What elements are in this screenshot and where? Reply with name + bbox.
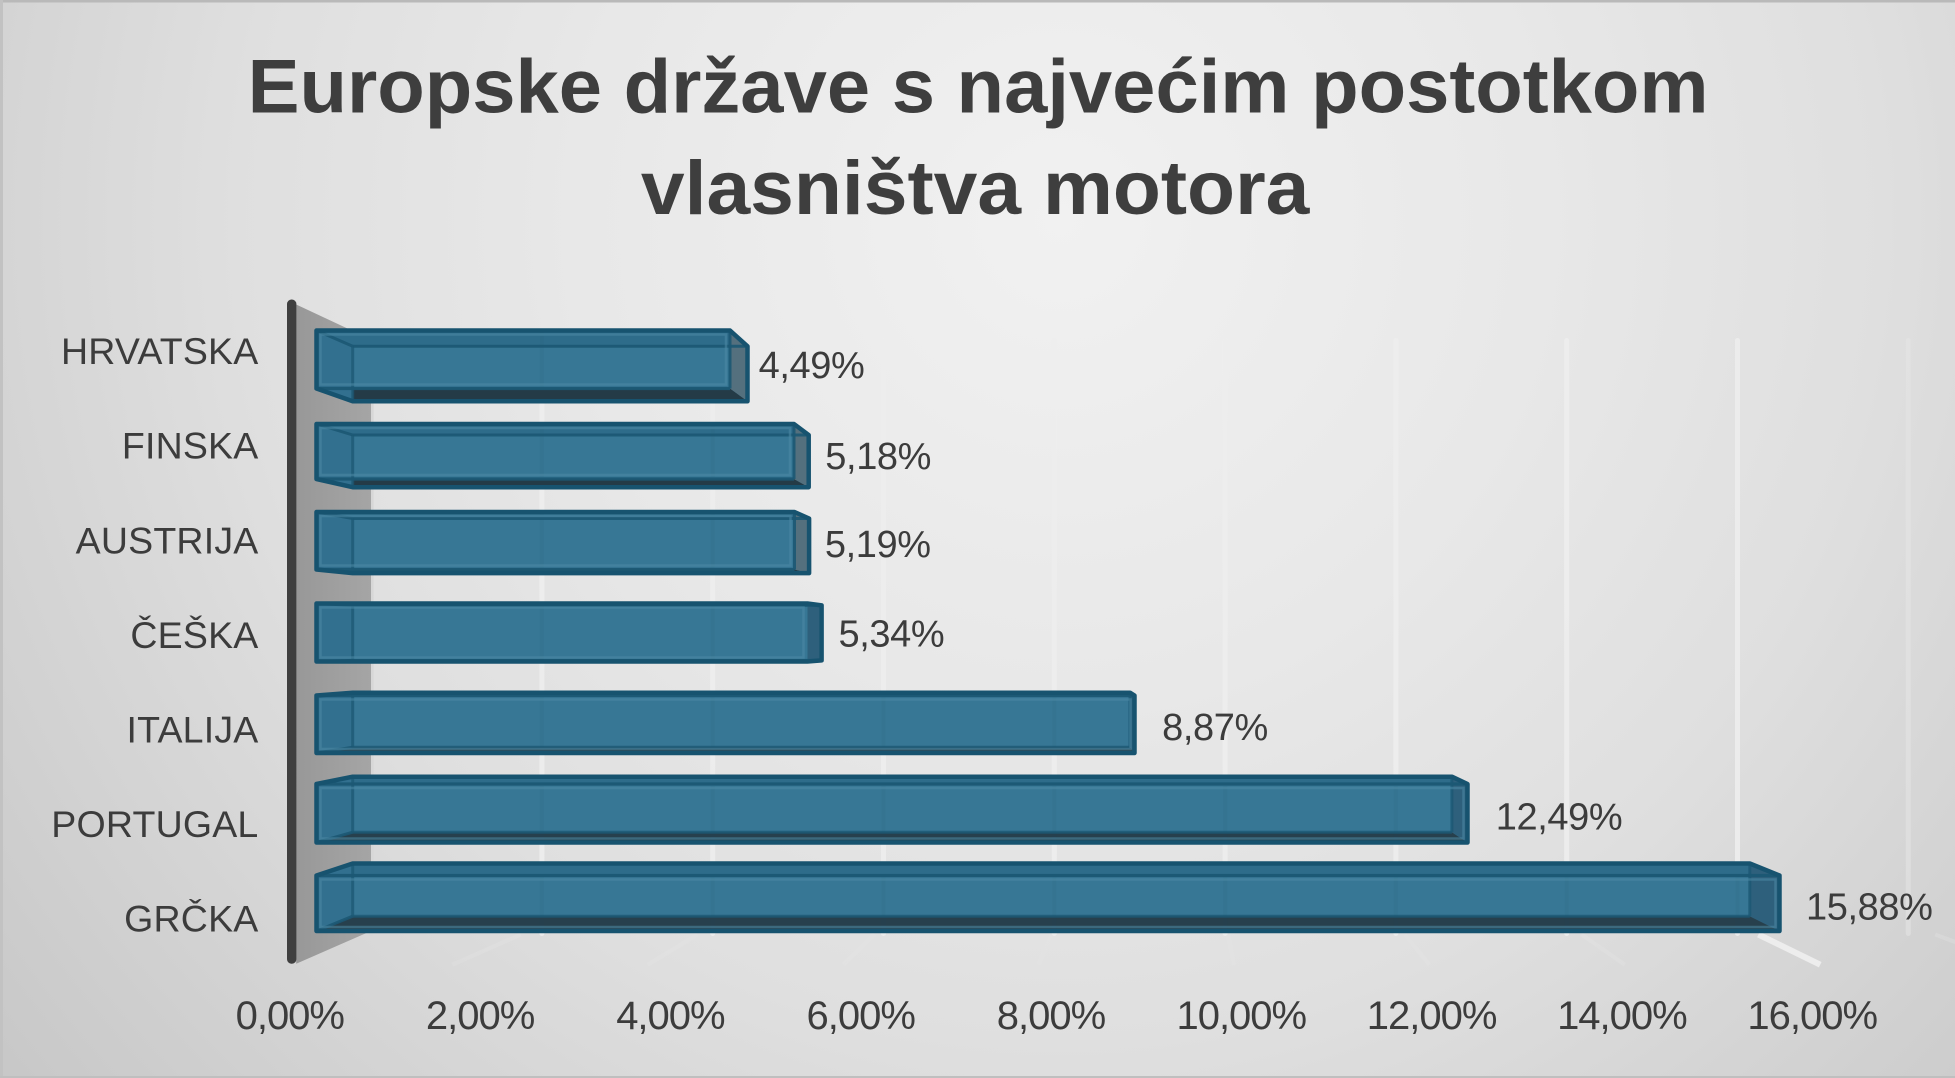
svg-text:8,00%: 8,00% [997, 994, 1106, 1038]
svg-text:Europske države s najvećim pos: Europske države s najvećim postotkom [248, 44, 1709, 129]
svg-text:8,87%: 8,87% [1162, 707, 1268, 749]
svg-text:ČEŠKA: ČEŠKA [130, 614, 258, 656]
svg-text:HRVATSKA: HRVATSKA [61, 330, 259, 372]
svg-text:GRČKA: GRČKA [124, 898, 258, 940]
svg-text:0,00%: 0,00% [236, 994, 345, 1038]
svg-text:12,00%: 12,00% [1367, 994, 1497, 1038]
svg-text:FINSKA: FINSKA [122, 425, 259, 467]
svg-text:PORTUGAL: PORTUGAL [51, 803, 258, 845]
svg-text:12,49%: 12,49% [1496, 797, 1622, 839]
svg-text:15,88%: 15,88% [1806, 887, 1932, 929]
svg-text:2,00%: 2,00% [426, 994, 535, 1038]
svg-text:4,49%: 4,49% [759, 345, 865, 387]
svg-text:ITALIJA: ITALIJA [127, 709, 259, 751]
svg-text:5,34%: 5,34% [839, 614, 945, 656]
svg-text:14,00%: 14,00% [1557, 994, 1687, 1038]
svg-text:5,18%: 5,18% [825, 436, 931, 478]
svg-text:5,19%: 5,19% [825, 524, 931, 566]
svg-text:10,00%: 10,00% [1176, 994, 1306, 1038]
svg-text:4,00%: 4,00% [616, 994, 725, 1038]
svg-text:vlasništva motora: vlasništva motora [641, 146, 1310, 231]
svg-text:16,00%: 16,00% [1747, 994, 1877, 1038]
svg-text:AUSTRIJA: AUSTRIJA [76, 519, 259, 561]
svg-text:6,00%: 6,00% [806, 994, 915, 1038]
